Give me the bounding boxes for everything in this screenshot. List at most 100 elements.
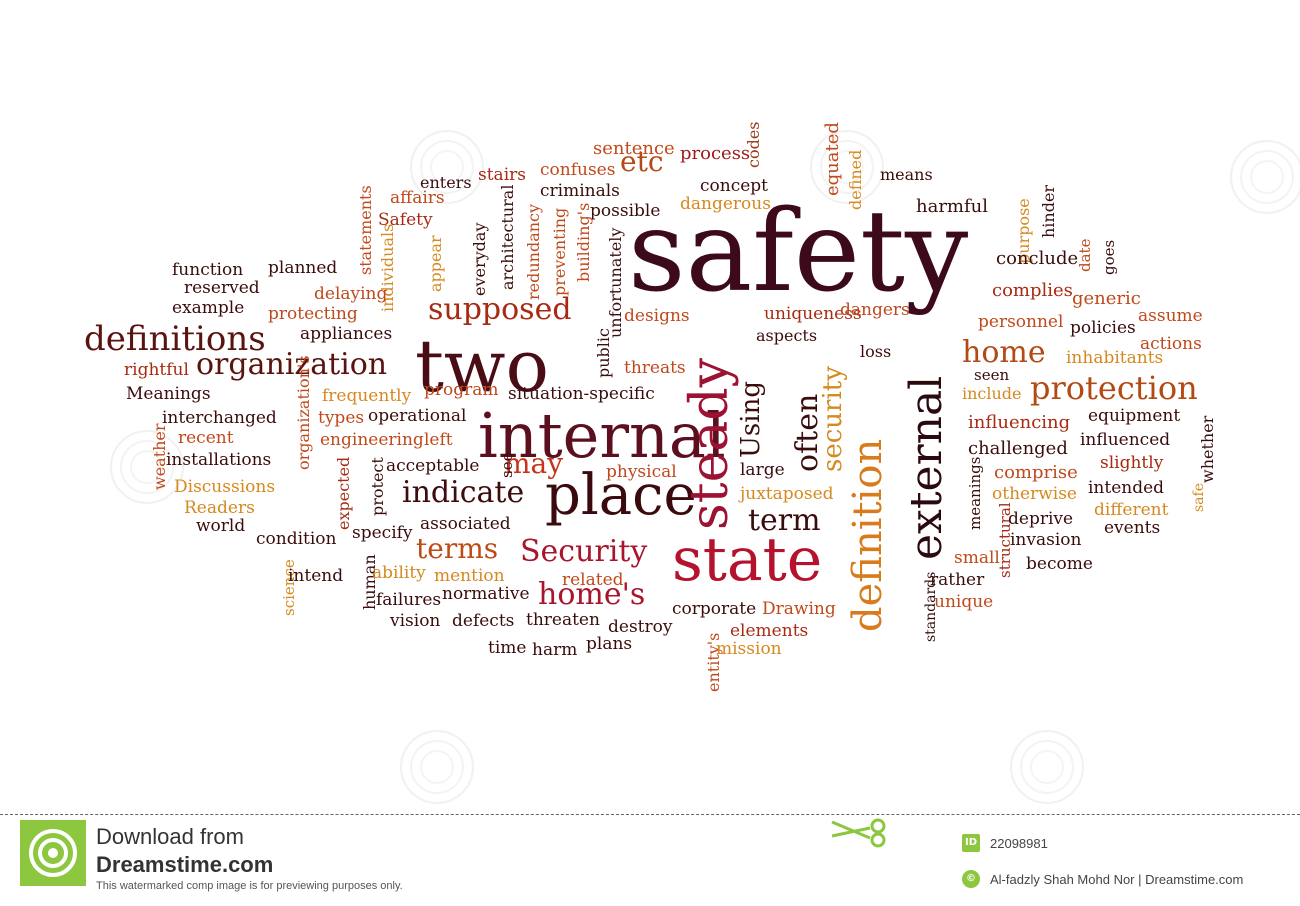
cloud-word: external [901, 375, 952, 560]
cloud-word: standards [923, 571, 939, 642]
cloud-word: concept [700, 176, 768, 196]
cloud-word: program [424, 380, 499, 400]
cloud-word: Readers [184, 498, 255, 518]
cloud-word: invasion [1010, 530, 1082, 550]
cloud-word: delaying [314, 284, 388, 304]
cloud-word: equated [822, 122, 843, 196]
watermark-footer: Download from Dreamstime.com This waterm… [0, 814, 1300, 906]
cloud-word: corporate [672, 599, 757, 619]
cloud-word: Meanings [126, 384, 211, 404]
cloud-word: confuses [540, 160, 616, 180]
cloud-word: possible [590, 201, 661, 221]
download-from-text: Download from [96, 824, 244, 849]
cloud-word: condition [256, 529, 337, 549]
cloud-word: mention [434, 566, 505, 586]
cloud-word: Drawing [762, 599, 836, 619]
cloud-word: aspects [756, 326, 818, 345]
cloud-word: plans [586, 634, 633, 654]
watermark-swirl [1010, 730, 1084, 804]
cloud-word: rightful [124, 360, 189, 380]
cloud-word: appliances [300, 324, 393, 344]
cloud-word: vision [390, 611, 441, 631]
watermark-swirl [810, 130, 884, 204]
cloud-word: recent [178, 428, 234, 448]
cloud-word: state [672, 525, 823, 595]
cloud-word: means [880, 165, 933, 184]
cloud-word: place [545, 463, 697, 528]
cloud-word: deprive [1008, 509, 1074, 529]
cloud-word: related [562, 570, 624, 590]
cloud-word: everyday [470, 222, 489, 296]
cloud-word: stairs [478, 165, 526, 185]
cloud-word: left [424, 430, 453, 450]
cloud-word: Safety [378, 210, 433, 230]
image-id: 22098981 [990, 836, 1048, 851]
cloud-word: engineering [320, 430, 424, 450]
cloud-word: dangers [840, 300, 910, 320]
word-cloud: safety two internal state place steady externa… [84, 121, 1300, 804]
cloud-word: installations [166, 450, 272, 470]
cloud-word: home's [538, 577, 646, 612]
cloud-word: large [740, 460, 785, 480]
cloud-word: interchanged [162, 408, 277, 428]
cloud-word: seen [974, 366, 1010, 384]
watermark-swirl [410, 130, 484, 204]
cloud-word: expected [334, 456, 353, 530]
cloud-word: codes [744, 121, 763, 168]
cloud-word: Discussions [174, 477, 276, 497]
cloud-word: unfortunately [606, 227, 625, 338]
cloud-word: threats [624, 358, 686, 378]
cloud-word: organization's [294, 355, 313, 470]
watermark-swirl [1230, 140, 1300, 214]
cloud-word: challenged [968, 438, 1068, 459]
cloud-word: loss [860, 342, 892, 361]
cloud-word: juxtaposed [740, 484, 834, 504]
cloud-word: acceptable [386, 456, 480, 476]
cloud-word: world [196, 516, 246, 536]
cloud-word: protect [368, 457, 387, 516]
cloud-word: comprise [994, 462, 1078, 483]
cloud-word: specify [352, 523, 413, 543]
cloud-word: see [498, 452, 516, 478]
cloud-word: example [172, 298, 245, 318]
id-badge-icon: ID [962, 834, 980, 852]
cloud-word: slightly [1100, 453, 1164, 473]
cloud-word: supposed [428, 292, 572, 327]
cloud-word: intended [1088, 478, 1165, 498]
disclaimer-text: This watermarked comp image is for previ… [96, 880, 403, 892]
cloud-word: hinder [1039, 184, 1058, 238]
cloud-word: harm [532, 640, 578, 660]
cloud-word: become [1026, 554, 1093, 574]
cloud-word: complies [992, 280, 1073, 301]
cloud-word: actions [1140, 334, 1202, 354]
cloud-word: physical [606, 462, 677, 482]
cloud-word: redundancy [524, 203, 543, 300]
cloud-word: situation-specific [508, 384, 655, 404]
cloud-word: destroy [608, 617, 673, 637]
cloud-word: Security [520, 534, 648, 569]
cloud-word: preventing [550, 207, 569, 296]
cloud-word: types [318, 408, 365, 428]
cloud-word: influenced [1080, 430, 1171, 450]
cloud-word: safety [628, 187, 969, 317]
cloud-word: frequently [322, 386, 412, 406]
cloud-word: organization [196, 347, 388, 382]
cloud-word: dangerous [680, 194, 771, 214]
cloud-word: time [488, 638, 527, 658]
cloud-word: planned [268, 258, 338, 278]
cloud-word: whether [1198, 415, 1217, 483]
cloud-word: process [680, 143, 751, 164]
cloud-word: Using [736, 381, 766, 458]
cloud-word: harmful [916, 196, 989, 217]
watermark-swirl [400, 730, 474, 804]
cloud-word: inhabitants [1066, 348, 1164, 368]
cloud-word: failures [376, 590, 442, 610]
site-name[interactable]: Dreamstime.com [96, 852, 274, 877]
dreamstime-logo-icon [20, 820, 86, 886]
cloud-word: indicate [402, 475, 525, 510]
cloud-word: normative [442, 584, 530, 604]
cloud-word: defined [846, 149, 865, 210]
cloud-word: unique [934, 592, 994, 612]
cloud-word: generic [1072, 288, 1141, 309]
scissors-icon [831, 818, 886, 848]
